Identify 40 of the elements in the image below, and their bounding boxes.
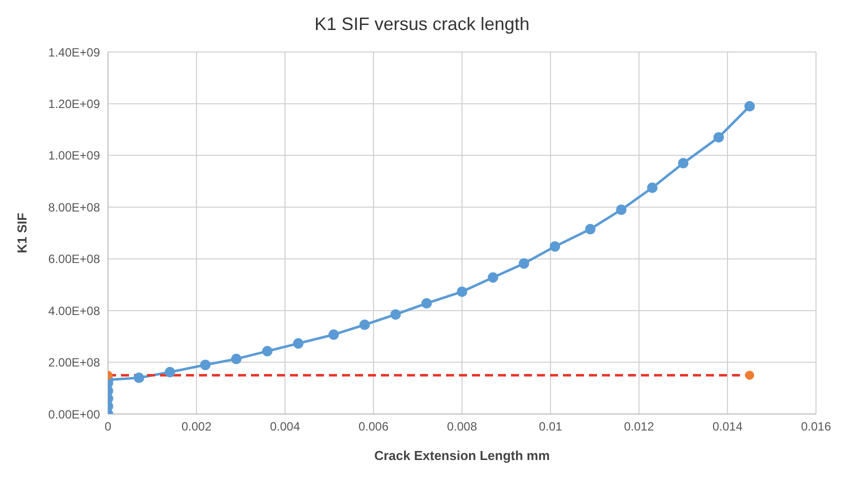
point (359, 320, 370, 330)
point (488, 272, 498, 283)
point (164, 366, 176, 378)
x-tick-label: 0.014 (712, 420, 743, 434)
x-tick-label: 0.008 (446, 420, 478, 434)
y-tick-label: 1.40E+09 (48, 45, 100, 60)
x-tick-label: 0.012 (624, 420, 654, 434)
y-tick-label: 2.00E+08 (48, 356, 100, 370)
point (421, 298, 432, 309)
x-tick-label: 0 (104, 420, 112, 434)
point (328, 329, 339, 340)
point (456, 286, 468, 297)
x-tick-label: 0.016 (800, 420, 832, 434)
point (585, 224, 596, 234)
x-tick-label: 0.004 (270, 420, 300, 434)
y-axis-title: K1 SIF (14, 212, 30, 254)
x-tick-label: 0.01 (538, 420, 562, 434)
y-tick-label: 6.00E+08 (48, 252, 100, 266)
point (678, 158, 688, 168)
y-tick-label: 8.00E+08 (48, 200, 100, 214)
chart-title: K1 SIF versus crack length (313, 13, 531, 36)
point (231, 354, 242, 364)
point (293, 338, 304, 349)
x-axis-title: Crack Extension Length mm (374, 448, 550, 463)
point (744, 101, 755, 112)
x-tick-label: 0.006 (358, 420, 389, 434)
y-tick-label: 4.00E+08 (48, 304, 100, 318)
point (550, 241, 560, 252)
point (518, 258, 530, 269)
point (200, 360, 211, 370)
point (713, 132, 724, 143)
point (616, 204, 627, 215)
point (390, 309, 401, 320)
point (134, 372, 144, 384)
y-tick-label: 1.00E+09 (48, 148, 100, 163)
x-tick-label: 0.002 (181, 420, 212, 434)
y-tick-label: 1.20E+09 (48, 96, 100, 111)
point (647, 182, 658, 193)
point (262, 346, 273, 356)
y-tick-label: 0.00E+00 (48, 407, 100, 422)
